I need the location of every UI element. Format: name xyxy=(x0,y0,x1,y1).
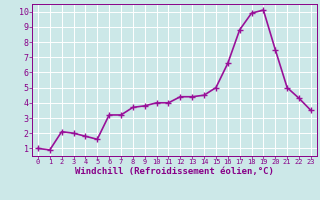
X-axis label: Windchill (Refroidissement éolien,°C): Windchill (Refroidissement éolien,°C) xyxy=(75,167,274,176)
